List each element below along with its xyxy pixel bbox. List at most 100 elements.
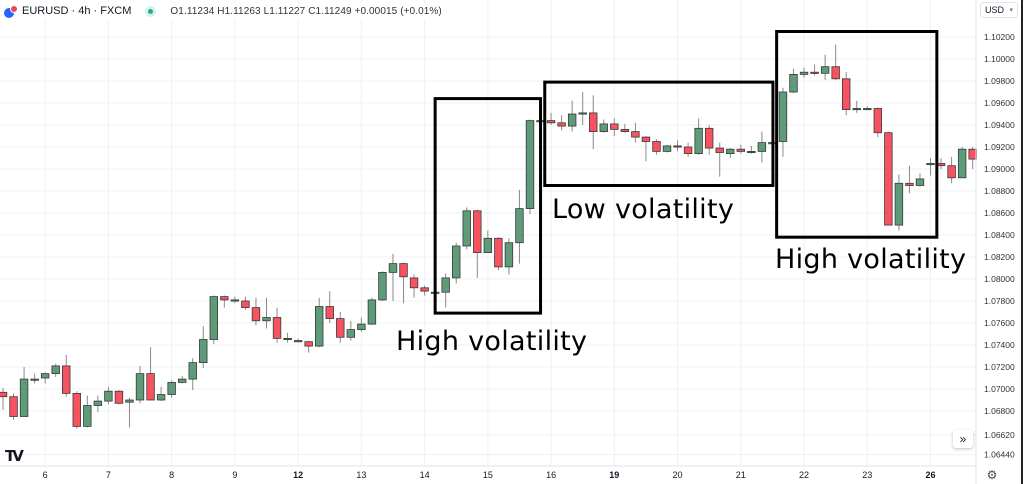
candle-down xyxy=(336,312,345,343)
price-axis[interactable]: 1.10200 1.10000 1.09800 1.09600 1.09400 1.092… xyxy=(984,32,1015,460)
candle-down xyxy=(557,115,566,131)
eurusd-flag-icon xyxy=(4,4,18,18)
candle-body xyxy=(704,127,714,149)
symbol-label[interactable]: EURUSD · 4h · FXCM xyxy=(22,5,132,17)
candle-body xyxy=(220,296,229,301)
candle-body xyxy=(114,390,124,404)
price-tick-label: 1.07400 xyxy=(984,340,1015,350)
candle-up xyxy=(177,375,187,384)
candle-body xyxy=(357,323,366,331)
candle-down xyxy=(704,125,714,155)
candle-body xyxy=(504,242,514,268)
candle-body xyxy=(947,165,956,179)
candle-body xyxy=(683,146,693,154)
candle-body xyxy=(557,122,566,127)
candle-body xyxy=(336,318,345,338)
candle-down xyxy=(831,44,840,80)
candle-up xyxy=(820,54,830,80)
candle-body xyxy=(62,365,71,394)
ohlc-values: O1.11234 H1.11263 L1.11227 C1.11249 +0.0… xyxy=(170,5,442,17)
candle-down xyxy=(610,118,619,136)
candles xyxy=(0,44,977,429)
candle-down xyxy=(62,354,71,397)
candle-body xyxy=(209,296,218,340)
candle-body xyxy=(177,378,187,383)
tradingview-logo[interactable]: TV xyxy=(5,447,24,465)
candle-body xyxy=(610,123,619,130)
time-tick-label: 21 xyxy=(736,470,746,480)
candle-down xyxy=(873,107,883,138)
time-tick-label: 26 xyxy=(926,470,936,480)
candle-down xyxy=(304,340,313,353)
candle-body xyxy=(104,390,113,402)
price-tick-label: 1.08800 xyxy=(984,186,1015,196)
candle-body xyxy=(778,91,788,142)
price-tick-label: 1.09200 xyxy=(984,142,1015,152)
candle-body xyxy=(83,405,92,427)
candle-body xyxy=(93,400,103,406)
candle-body xyxy=(314,306,324,347)
scroll-to-realtime-button[interactable]: » xyxy=(953,430,973,448)
candle-body xyxy=(620,128,630,132)
price-tick-label: 1.07200 xyxy=(984,362,1015,372)
candle-body xyxy=(251,307,261,322)
candle-up xyxy=(357,317,366,332)
candle-up xyxy=(894,174,904,231)
candle-body xyxy=(388,263,398,273)
candle-up xyxy=(863,106,872,111)
candle-body xyxy=(515,208,524,244)
candle-body xyxy=(283,337,292,340)
price-tick-label: 1.07800 xyxy=(984,296,1015,306)
candle-body xyxy=(926,163,935,166)
candle-body xyxy=(188,362,197,380)
time-tick-label: 7 xyxy=(106,470,111,480)
candle-down xyxy=(589,95,598,150)
price-tick-label: 1.08200 xyxy=(984,252,1015,262)
candle-down xyxy=(810,64,819,76)
candle-up xyxy=(515,189,524,264)
candle-down xyxy=(968,147,977,169)
candle-down xyxy=(9,393,18,420)
candle-body xyxy=(915,178,925,186)
settings-icon[interactable]: ⚙ xyxy=(986,468,998,482)
candle-body xyxy=(125,399,134,403)
price-tick-label: 1.10200 xyxy=(984,32,1015,42)
candle-down xyxy=(652,139,661,155)
annotation-label: Low volatility xyxy=(552,194,735,225)
candle-up xyxy=(441,273,450,308)
candle-up xyxy=(726,148,735,158)
candle-up xyxy=(378,271,387,301)
candle-up xyxy=(40,372,50,384)
candle-up xyxy=(167,380,176,398)
annotation-label: High volatility xyxy=(775,244,967,275)
candle-up xyxy=(188,358,197,391)
currency-button[interactable]: USD ▾ xyxy=(980,2,1018,18)
time-tick-label: 15 xyxy=(483,470,493,480)
candle-down xyxy=(736,144,745,154)
candle-up xyxy=(567,100,577,132)
candle-body xyxy=(894,182,904,226)
candle-body xyxy=(831,66,840,80)
candle-up xyxy=(314,297,324,348)
time-tick-label: 6 xyxy=(43,470,48,480)
candle-body xyxy=(462,210,471,247)
candle-body xyxy=(863,108,872,111)
candle-body xyxy=(525,120,535,209)
time-axis[interactable]: 6 7 8 9 12 13 14 15 16 19 20 21 22 23 26 xyxy=(43,470,936,480)
candle-down xyxy=(399,262,408,304)
time-tick-label: 12 xyxy=(293,470,303,480)
candle-up xyxy=(462,207,471,250)
candle-down xyxy=(72,391,81,429)
candle-up xyxy=(156,386,166,402)
candle-down xyxy=(905,165,914,194)
candle-down xyxy=(220,295,229,308)
candle-body xyxy=(873,108,883,134)
candle-body xyxy=(957,148,967,179)
candle-body xyxy=(483,237,493,254)
candle-up xyxy=(209,295,218,344)
candle-up xyxy=(778,87,788,157)
candle-up xyxy=(51,363,60,377)
candle-down xyxy=(936,158,946,169)
time-tick-label: 23 xyxy=(862,470,872,480)
